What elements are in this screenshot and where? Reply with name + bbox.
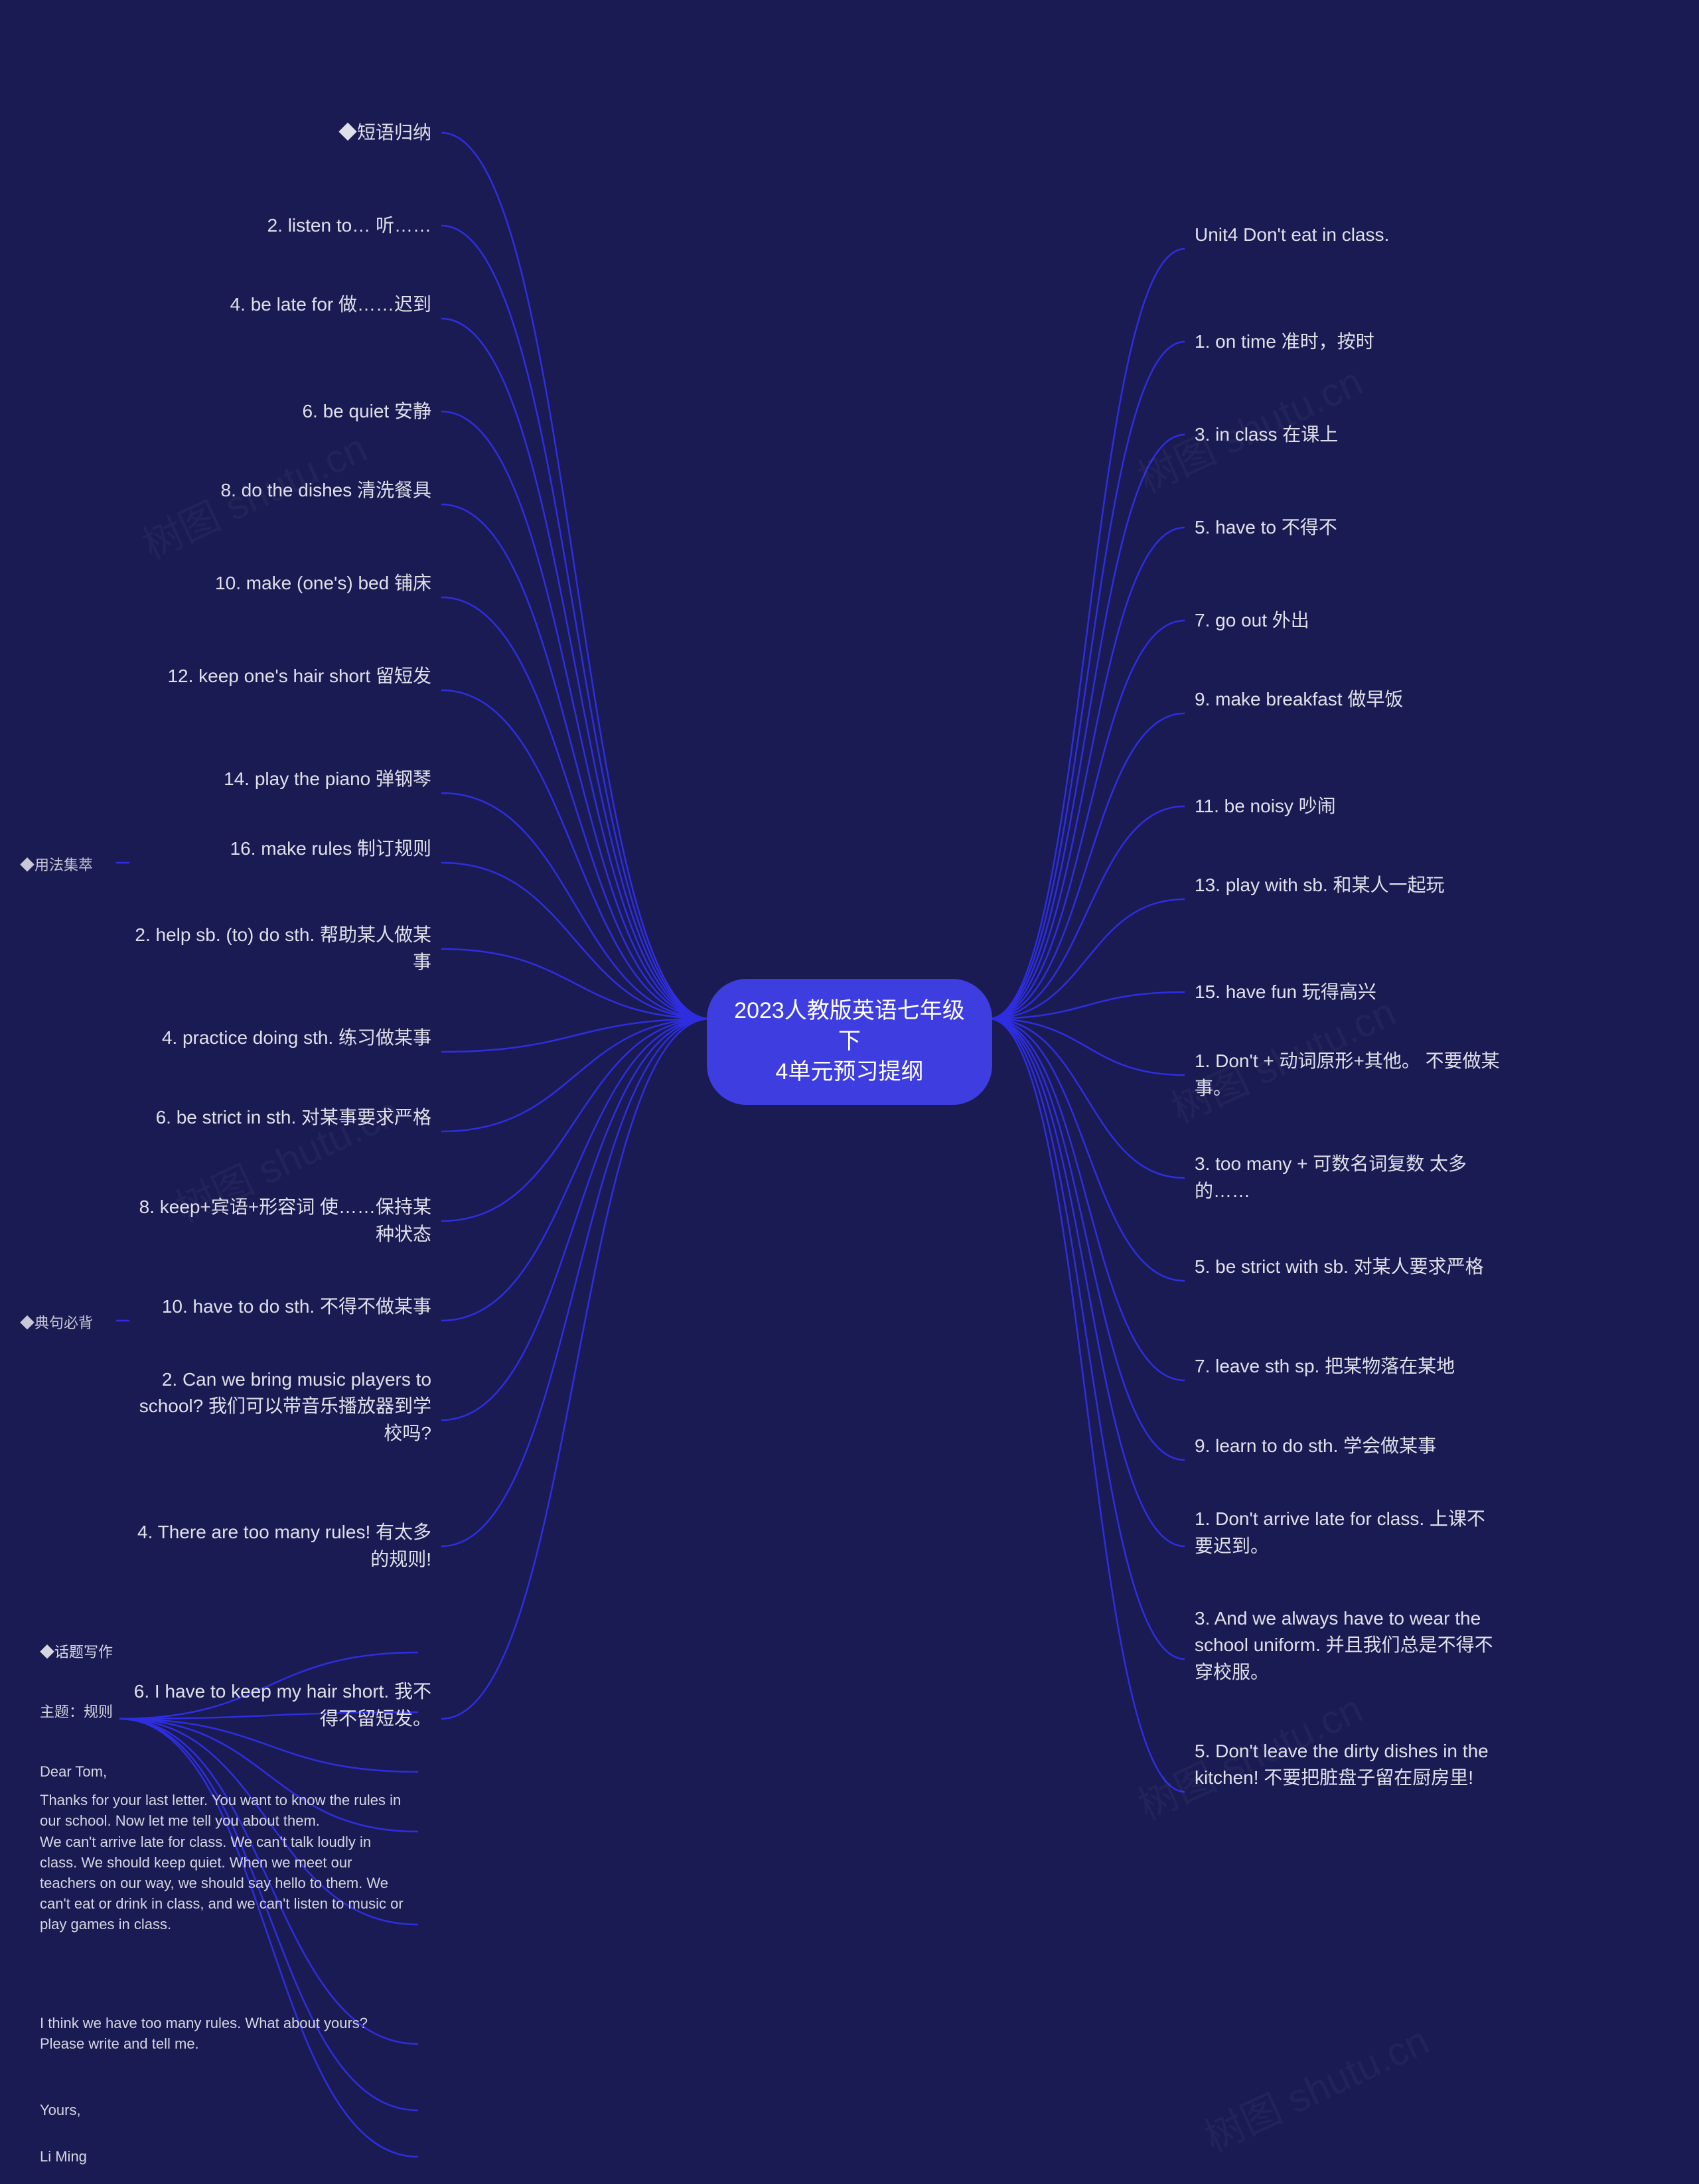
sub-node[interactable]: Yours, bbox=[40, 2100, 411, 2121]
right-node[interactable]: 13. play with sb. 和某人一起玩 bbox=[1195, 872, 1500, 899]
center-line1: 2023人教版英语七年级下 bbox=[734, 998, 965, 1054]
right-node[interactable]: 9. make breakfast 做早饭 bbox=[1195, 686, 1500, 713]
right-node[interactable]: 5. be strict with sb. 对某人要求严格 bbox=[1195, 1254, 1500, 1281]
left-node[interactable]: ◆短语归纳 bbox=[126, 119, 431, 147]
left-node[interactable]: 2. listen to… 听…… bbox=[126, 212, 431, 240]
left-node[interactable]: 2. help sb. (to) do sth. 帮助某人做某事 bbox=[126, 922, 431, 976]
left-node[interactable]: 8. keep+宾语+形容词 使……保持某种状态 bbox=[126, 1194, 431, 1248]
section-tag: ◆典句必背 bbox=[20, 1311, 93, 1333]
left-node[interactable]: 6. be quiet 安静 bbox=[126, 398, 431, 425]
left-node[interactable]: 4. be late for 做……迟到 bbox=[126, 291, 431, 319]
right-node[interactable]: 9. learn to do sth. 学会做某事 bbox=[1195, 1433, 1500, 1460]
right-node[interactable]: 1. Don't + 动词原形+其他。 不要做某事。 bbox=[1195, 1048, 1500, 1102]
sub-node[interactable]: ◆话题写作 bbox=[40, 1642, 411, 1663]
right-node[interactable]: 1. on time 准时，按时 bbox=[1195, 328, 1500, 356]
right-node[interactable]: 3. And we always have to wear the school… bbox=[1195, 1605, 1500, 1686]
right-node[interactable]: 3. in class 在课上 bbox=[1195, 421, 1500, 449]
sub-node[interactable]: Dear Tom, bbox=[40, 1762, 411, 1783]
left-node[interactable]: 6. be strict in sth. 对某事要求严格 bbox=[126, 1104, 431, 1131]
right-node[interactable]: 5. Don't leave the dirty dishes in the k… bbox=[1195, 1738, 1500, 1792]
left-node[interactable]: 12. keep one's hair short 留短发 bbox=[126, 663, 431, 690]
right-node[interactable]: 7. leave sth sp. 把某物落在某地 bbox=[1195, 1353, 1500, 1380]
left-node[interactable]: 8. do the dishes 清洗餐具 bbox=[126, 477, 431, 504]
left-node[interactable]: 16. make rules 制订规则 bbox=[126, 836, 431, 863]
right-node[interactable]: 5. have to 不得不 bbox=[1195, 514, 1500, 542]
left-node[interactable]: 14. play the piano 弹钢琴 bbox=[126, 766, 431, 793]
left-node[interactable]: 4. practice doing sth. 练习做某事 bbox=[126, 1025, 431, 1052]
watermark: 树图 shutu.cn bbox=[1194, 2009, 1437, 2163]
center-line2: 4单元预习提纲 bbox=[776, 1059, 924, 1084]
right-node[interactable]: 1. Don't arrive late for class. 上课不要迟到。 bbox=[1195, 1506, 1500, 1560]
left-node[interactable]: 10. have to do sth. 不得不做某事 bbox=[126, 1293, 431, 1321]
right-node[interactable]: 3. too many + 可数名词复数 太多的…… bbox=[1195, 1151, 1500, 1204]
right-node[interactable]: 7. go out 外出 bbox=[1195, 607, 1500, 634]
sub-node[interactable]: Thanks for your last letter. You want to… bbox=[40, 1790, 411, 1832]
sub-node[interactable]: We can't arrive late for class. We can't… bbox=[40, 1832, 411, 1934]
sub-node[interactable]: I think we have too many rules. What abo… bbox=[40, 2013, 411, 2055]
left-node[interactable]: 10. make (one's) bed 铺床 bbox=[126, 570, 431, 597]
mindmap-canvas: 2023人教版英语七年级下 4单元预习提纲 Unit4 Don't eat in… bbox=[0, 0, 1699, 2184]
center-node[interactable]: 2023人教版英语七年级下 4单元预习提纲 bbox=[707, 979, 992, 1105]
sub-node[interactable]: 主题：规则 bbox=[40, 1702, 411, 1723]
right-node[interactable]: 15. have fun 玩得高兴 bbox=[1195, 979, 1500, 1006]
sub-node[interactable]: Li Ming bbox=[40, 2147, 411, 2167]
left-node[interactable]: 2. Can we bring music players to school?… bbox=[126, 1366, 431, 1447]
section-tag: ◆用法集萃 bbox=[20, 853, 93, 875]
right-node[interactable]: Unit4 Don't eat in class. bbox=[1195, 222, 1500, 249]
left-node[interactable]: 4. There are too many rules! 有太多的规则! bbox=[126, 1519, 431, 1573]
right-node[interactable]: 11. be noisy 吵闹 bbox=[1195, 793, 1500, 820]
